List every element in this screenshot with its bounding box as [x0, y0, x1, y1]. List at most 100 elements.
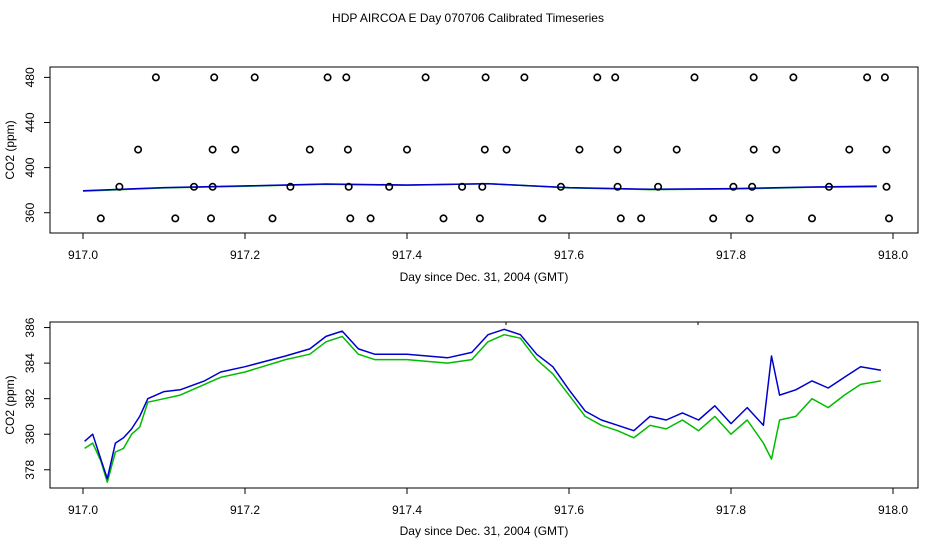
- top-x-tick-label: 917.6: [554, 248, 584, 262]
- data-point: [190, 182, 199, 191]
- data-point: [882, 182, 891, 191]
- data-point: [502, 145, 511, 154]
- data-point: [690, 73, 699, 82]
- bottom-y-axis: 378 380 382 384 386: [23, 317, 50, 480]
- data-point: [421, 73, 430, 82]
- data-point: [344, 182, 353, 191]
- data-point: [385, 182, 394, 191]
- data-point: [556, 182, 565, 191]
- bottom-x-axis-label: Day since Dec. 31, 2004 (GMT): [400, 524, 569, 538]
- top-x-tick-label: 917.0: [68, 248, 98, 262]
- data-point: [749, 145, 758, 154]
- data-point: [709, 214, 718, 223]
- top-x-axis: 917.0 917.2 917.4 917.6 917.8 918.0: [68, 233, 908, 262]
- data-point: [346, 214, 355, 223]
- data-point: [439, 214, 448, 223]
- bottom-y-tick-label: 382: [23, 388, 37, 408]
- data-point: [575, 145, 584, 154]
- data-point: [845, 145, 854, 154]
- data-point: [268, 214, 277, 223]
- data-point: [637, 214, 646, 223]
- data-point: [208, 182, 217, 191]
- bottom-x-tick-label: 917.4: [392, 503, 422, 517]
- data-point: [151, 73, 160, 82]
- top-x-axis-label: Day since Dec. 31, 2004 (GMT): [400, 270, 569, 284]
- top-x-tick-label: 917.2: [230, 248, 260, 262]
- data-point: [115, 182, 124, 191]
- chart-title: HDP AIRCOA E Day 070706 Calibrated Times…: [332, 11, 604, 25]
- data-point: [520, 73, 529, 82]
- data-point: [478, 182, 487, 191]
- top-x-tick-label: 917.4: [392, 248, 422, 262]
- top-points: [96, 73, 893, 223]
- top-y-axis-label: CO2 (ppm): [3, 120, 17, 179]
- bottom-series-green: [84, 333, 882, 483]
- data-point: [772, 145, 781, 154]
- data-point: [884, 214, 893, 223]
- data-point: [672, 145, 681, 154]
- data-point: [96, 214, 105, 223]
- data-point: [616, 214, 625, 223]
- bottom-y-tick-label: 384: [23, 353, 37, 373]
- data-point: [745, 214, 754, 223]
- top-y-tick-label: 360: [23, 202, 37, 222]
- data-point: [134, 145, 143, 154]
- bottom-x-tick-label: 917.8: [716, 503, 746, 517]
- bottom-x-tick-label: 917.0: [68, 503, 98, 517]
- data-point: [475, 214, 484, 223]
- bottom-x-tick-label: 918.0: [878, 503, 908, 517]
- bottom-x-tick-label: 917.6: [554, 503, 584, 517]
- data-point: [343, 145, 352, 154]
- data-point: [880, 73, 889, 82]
- bottom-x-tick-label: 917.2: [230, 503, 260, 517]
- data-point: [286, 182, 295, 191]
- data-point: [366, 214, 375, 223]
- bottom-y-tick-label: 380: [23, 424, 37, 444]
- data-point: [789, 73, 798, 82]
- data-point: [863, 73, 872, 82]
- data-point: [749, 73, 758, 82]
- top-plot-frame: [49, 66, 919, 234]
- data-point: [402, 145, 411, 154]
- bottom-series-blue: [84, 328, 882, 480]
- top-y-tick-label: 480: [23, 67, 37, 87]
- data-point: [611, 73, 620, 82]
- top-y-axis: 360 400 440 480: [23, 67, 50, 223]
- top-y-tick-label: 400: [23, 157, 37, 177]
- data-point: [250, 73, 259, 82]
- data-point: [824, 182, 833, 191]
- data-point: [882, 145, 891, 154]
- top-x-tick-label: 917.8: [716, 248, 746, 262]
- top-y-tick-label: 440: [23, 112, 37, 132]
- data-point: [748, 182, 757, 191]
- data-point: [654, 182, 663, 191]
- data-point: [481, 73, 490, 82]
- top-series-blue: [82, 183, 877, 192]
- data-point: [323, 73, 332, 82]
- data-point: [305, 145, 314, 154]
- top-series: [82, 182, 877, 192]
- data-point: [807, 214, 816, 223]
- bottom-y-tick-label: 386: [23, 317, 37, 337]
- data-point: [613, 145, 622, 154]
- data-point: [729, 182, 738, 191]
- bottom-series: [84, 328, 882, 483]
- data-point: [208, 145, 217, 154]
- data-point: [480, 145, 489, 154]
- top-x-tick-label: 918.0: [878, 248, 908, 262]
- data-point: [207, 214, 216, 223]
- data-point: [210, 73, 219, 82]
- bottom-plot-frame: [49, 321, 919, 489]
- data-point: [613, 182, 622, 191]
- bottom-panel: 378 380 382 384 386 917.0 917.2 917.4 917.6 917.…: [3, 317, 919, 538]
- bottom-y-tick-label: 378: [23, 459, 37, 479]
- data-point: [538, 214, 547, 223]
- data-point: [342, 73, 351, 82]
- bottom-y-axis-label: CO2 (ppm): [3, 375, 17, 434]
- data-point: [231, 145, 240, 154]
- data-point: [171, 214, 180, 223]
- data-point: [593, 73, 602, 82]
- data-point: [458, 182, 467, 191]
